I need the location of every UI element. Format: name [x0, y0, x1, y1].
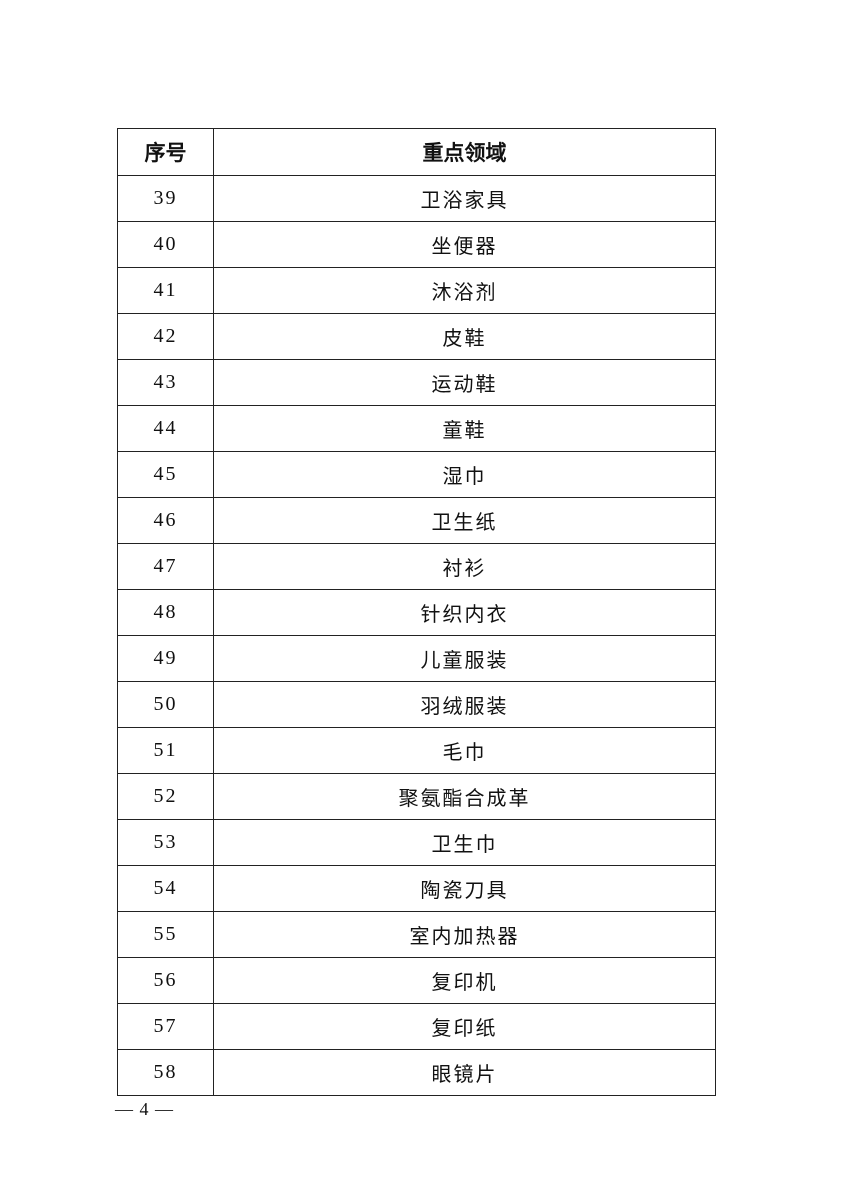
table-row: 49 儿童服装	[117, 635, 716, 682]
row-index: 47	[117, 543, 214, 590]
row-index: 53	[117, 819, 214, 866]
row-index: 51	[117, 727, 214, 774]
row-index: 49	[117, 635, 214, 682]
table-row: 42 皮鞋	[117, 313, 716, 360]
row-index: 46	[117, 497, 214, 544]
row-index: 44	[117, 405, 214, 452]
row-area: 童鞋	[213, 405, 716, 452]
row-area: 皮鞋	[213, 313, 716, 360]
table-row: 53 卫生巾	[117, 819, 716, 866]
row-area: 儿童服装	[213, 635, 716, 682]
table-row: 45 湿巾	[117, 451, 716, 498]
table-row: 39 卫浴家具	[117, 175, 716, 222]
row-area: 沐浴剂	[213, 267, 716, 314]
table-header-row: 序号 重点领域	[117, 128, 716, 176]
row-area: 衬衫	[213, 543, 716, 590]
row-index: 43	[117, 359, 214, 406]
row-index: 48	[117, 589, 214, 636]
row-area: 羽绒服装	[213, 681, 716, 728]
row-area: 毛巾	[213, 727, 716, 774]
row-area: 湿巾	[213, 451, 716, 498]
key-areas-table: 序号 重点领域 39 卫浴家具 40 坐便器 41 沐浴剂 42 皮鞋 43 运动鞋 44 童鞋 45 湿…	[117, 128, 716, 1096]
header-area: 重点领域	[213, 128, 716, 176]
table-row: 43 运动鞋	[117, 359, 716, 406]
table-row: 55 室内加热器	[117, 911, 716, 958]
row-area: 眼镜片	[213, 1049, 716, 1096]
row-index: 42	[117, 313, 214, 360]
table-row: 40 坐便器	[117, 221, 716, 268]
row-index: 50	[117, 681, 214, 728]
table-row: 48 针织内衣	[117, 589, 716, 636]
row-index: 56	[117, 957, 214, 1004]
row-area: 复印机	[213, 957, 716, 1004]
row-index: 40	[117, 221, 214, 268]
table-row: 52 聚氨酯合成革	[117, 773, 716, 820]
row-area: 针织内衣	[213, 589, 716, 636]
table-row: 54 陶瓷刀具	[117, 865, 716, 912]
row-index: 55	[117, 911, 214, 958]
table-row: 46 卫生纸	[117, 497, 716, 544]
table-row: 58 眼镜片	[117, 1049, 716, 1096]
header-index: 序号	[117, 128, 214, 176]
row-area: 运动鞋	[213, 359, 716, 406]
page-number: — 4 —	[115, 1099, 174, 1119]
row-index: 41	[117, 267, 214, 314]
row-index: 52	[117, 773, 214, 820]
row-index: 45	[117, 451, 214, 498]
row-index: 57	[117, 1003, 214, 1050]
row-area: 室内加热器	[213, 911, 716, 958]
table-row: 57 复印纸	[117, 1003, 716, 1050]
row-area: 卫浴家具	[213, 175, 716, 222]
row-area: 复印纸	[213, 1003, 716, 1050]
table-row: 51 毛巾	[117, 727, 716, 774]
table-row: 44 童鞋	[117, 405, 716, 452]
table-row: 47 衬衫	[117, 543, 716, 590]
row-index: 58	[117, 1049, 214, 1096]
row-area: 卫生纸	[213, 497, 716, 544]
row-area: 聚氨酯合成革	[213, 773, 716, 820]
row-index: 39	[117, 175, 214, 222]
table-row: 56 复印机	[117, 957, 716, 1004]
row-area: 卫生巾	[213, 819, 716, 866]
row-area: 陶瓷刀具	[213, 865, 716, 912]
row-area: 坐便器	[213, 221, 716, 268]
row-index: 54	[117, 865, 214, 912]
table-row: 41 沐浴剂	[117, 267, 716, 314]
table-row: 50 羽绒服装	[117, 681, 716, 728]
